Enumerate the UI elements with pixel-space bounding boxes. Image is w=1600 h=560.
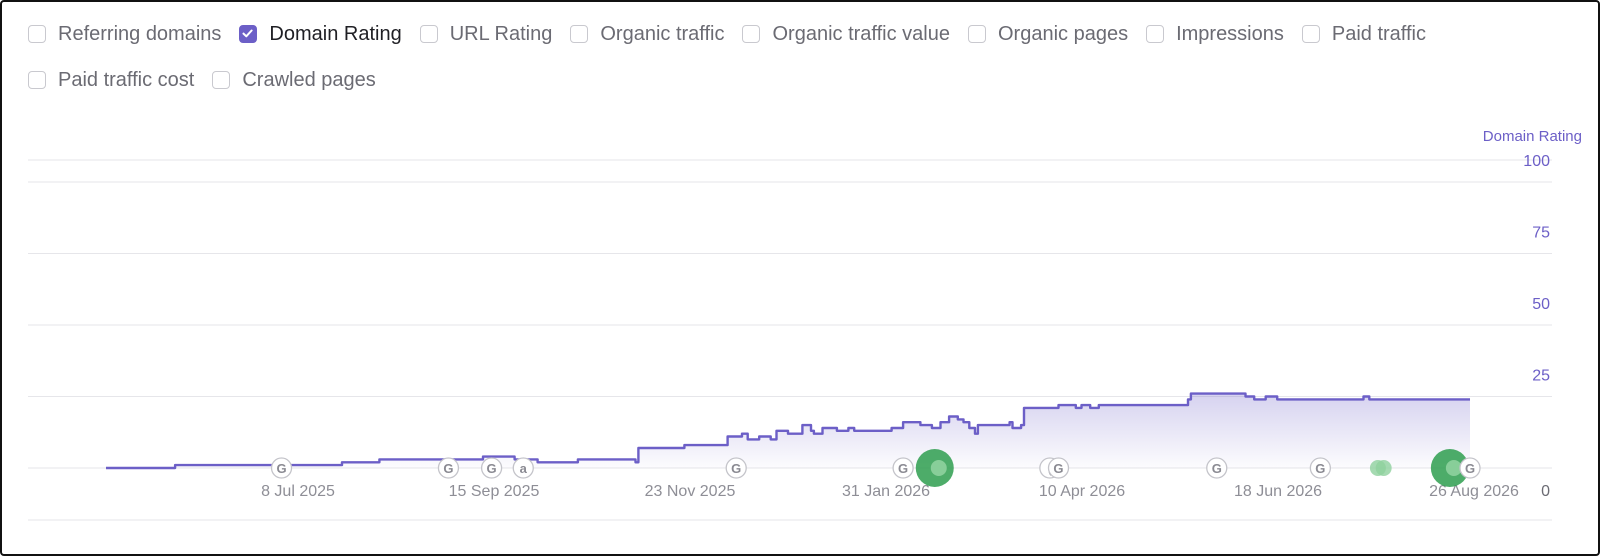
x-tick-label: 8 Jul 2025	[261, 483, 335, 500]
update-marker-icon: G	[1206, 457, 1228, 479]
checkbox-referring-domains[interactable]	[28, 25, 46, 43]
event-bubble	[1375, 460, 1392, 476]
checkbox-organic-traffic[interactable]	[570, 25, 589, 43]
update-marker-icon: a	[512, 457, 534, 479]
filter-referring-domains[interactable]: Referring domains	[28, 22, 221, 46]
update-marker-icon: G	[892, 457, 914, 479]
x-tick-label: 23 Nov 2025	[645, 483, 736, 500]
y-tick-label: 0	[1541, 483, 1550, 500]
filter-label: Domain Rating	[269, 22, 402, 45]
filter-label: Organic pages	[997, 22, 1129, 45]
filter-label: URL Rating	[449, 22, 553, 45]
checkbox-domain-rating[interactable]	[239, 25, 258, 43]
y-tick-label: 100	[1523, 153, 1550, 170]
checkbox-organic-traffic-value[interactable]	[742, 25, 761, 43]
update-marker-label: G	[731, 461, 741, 476]
update-marker-label: G	[1212, 461, 1222, 476]
filter-label: Referring domains	[58, 22, 222, 45]
filter-organic-pages[interactable]: Organic pages	[967, 22, 1129, 46]
update-marker-icon: G	[270, 457, 293, 479]
x-tick-label: 15 Sep 2025	[449, 483, 540, 500]
plot-svg: 0 25 50 75 100 8 Jul 2025 15 Sep 2025 23 Nov 20…	[28, 153, 1552, 521]
filter-organic-traffic-value[interactable]: Organic traffic value	[742, 22, 950, 46]
filter-paid-traffic[interactable]: Paid traffic	[1301, 22, 1426, 46]
y-tick-label: 25	[1532, 368, 1550, 385]
checkbox-paid-traffic[interactable]	[1301, 25, 1320, 43]
update-marker-label: G	[1315, 461, 1325, 476]
checkbox-url-rating[interactable]	[419, 25, 438, 43]
update-marker-icon: G	[1047, 457, 1070, 479]
filter-label: Organic traffic value	[772, 22, 950, 45]
filter-paid-traffic-cost[interactable]: Paid traffic cost	[28, 68, 194, 92]
filter-url-rating[interactable]: URL Rating	[419, 22, 553, 46]
update-marker-label: G	[898, 461, 908, 476]
update-marker-label: G	[1465, 461, 1475, 476]
checkbox-paid-traffic-cost[interactable]	[28, 71, 46, 89]
x-tick-label: 10 Apr 2026	[1039, 483, 1125, 500]
filter-impressions[interactable]: Impressions	[1146, 22, 1284, 46]
y-axis-title: Domain Rating	[1482, 128, 1582, 145]
update-marker-label: G	[276, 461, 286, 476]
update-marker-icon: G	[1459, 457, 1481, 479]
update-marker-icon: G	[480, 457, 503, 479]
event-bubble-inner	[1445, 460, 1462, 476]
filter-crawled-pages[interactable]: Crawled pages	[212, 68, 376, 92]
domain-rating-chart: Domain Rating 0 25 50 75 100 8 Jul 2025 15 Sep…	[2, 122, 1600, 542]
filter-domain-rating[interactable]: Domain Rating	[239, 22, 402, 46]
checkmark-icon	[242, 29, 254, 38]
filter-organic-traffic[interactable]: Organic traffic	[570, 22, 724, 46]
event-bubble-inner	[930, 460, 947, 476]
checkbox-crawled-pages[interactable]	[212, 71, 231, 89]
filter-label: Crawled pages	[242, 68, 376, 91]
update-marker-label: G	[443, 461, 453, 476]
event-bubble	[1430, 449, 1469, 487]
x-tick-label: 26 Aug 2026	[1429, 483, 1519, 500]
event-bubble	[915, 449, 954, 487]
filter-label: Paid traffic	[1331, 22, 1426, 45]
checkbox-organic-pages[interactable]	[967, 25, 986, 43]
update-marker-label: a	[520, 461, 528, 476]
update-marker-label: G	[487, 461, 497, 476]
checkbox-impressions[interactable]	[1146, 25, 1165, 43]
update-marker-label: G	[1053, 461, 1063, 476]
update-marker-icon: G	[1309, 457, 1332, 479]
update-marker-icon: G	[725, 457, 747, 479]
filter-label: Impressions	[1176, 22, 1284, 45]
event-bubble-small	[1375, 460, 1392, 476]
filter-label: Organic traffic	[600, 22, 725, 45]
x-tick-label: 18 Jun 2026	[1234, 483, 1322, 500]
x-tick-label: 31 Jan 2026	[842, 483, 930, 500]
update-marker-icon: G	[437, 457, 460, 479]
filter-label: Paid traffic cost	[58, 68, 195, 91]
y-tick-label: 75	[1532, 225, 1550, 242]
series-line-domain-rating	[106, 392, 1470, 470]
y-tick-label: 50	[1532, 296, 1550, 313]
metric-filters: Referring domains Domain Rating URL Rating…	[28, 22, 1568, 92]
